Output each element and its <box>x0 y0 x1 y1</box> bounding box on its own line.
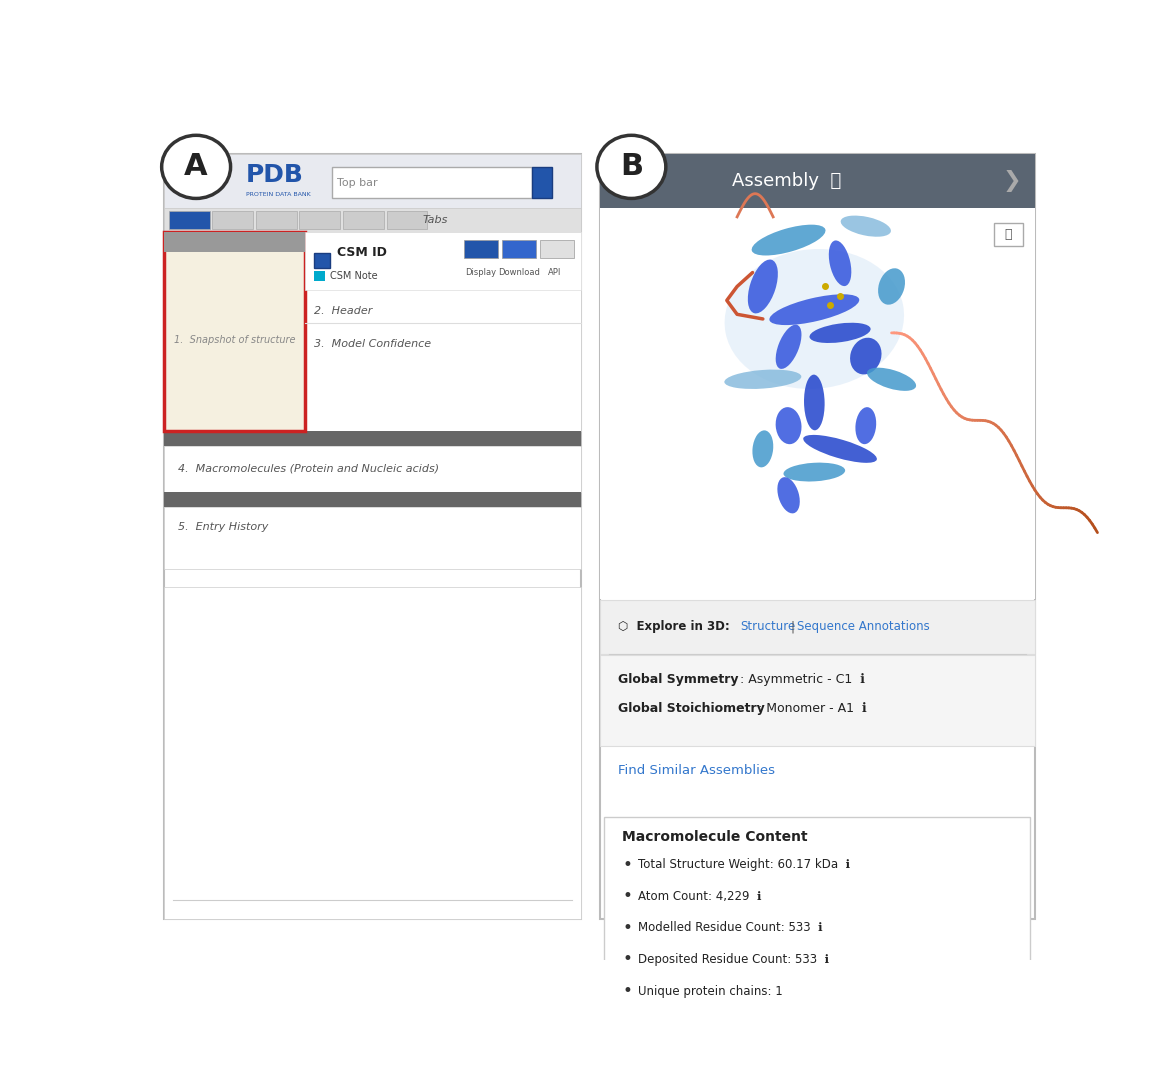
Text: 5.  Entry History: 5. Entry History <box>178 522 268 532</box>
Bar <box>531 167 552 199</box>
Text: Macromolecule Content: Macromolecule Content <box>622 831 808 845</box>
Bar <box>599 154 1034 919</box>
Ellipse shape <box>777 477 800 514</box>
Text: Assembly  ❓: Assembly ❓ <box>732 173 841 190</box>
Bar <box>164 492 581 507</box>
Bar <box>599 208 1034 599</box>
Bar <box>168 210 209 229</box>
Ellipse shape <box>867 368 916 391</box>
Bar <box>314 252 330 268</box>
Bar <box>164 507 581 569</box>
Ellipse shape <box>784 463 845 481</box>
Text: Deposited Residue Count: 533  ℹ: Deposited Residue Count: 533 ℹ <box>638 953 828 966</box>
Text: Atom Count: 4,229  ℹ: Atom Count: 4,229 ℹ <box>638 890 762 903</box>
Text: Global Symmetry: Global Symmetry <box>618 673 738 686</box>
Bar <box>300 210 340 229</box>
Bar <box>305 232 581 432</box>
Bar <box>386 210 427 229</box>
Text: ❯: ❯ <box>1003 170 1021 192</box>
Text: 3.  Model Confidence: 3. Model Confidence <box>314 339 431 349</box>
Text: Modelled Residue Count: 533  ℹ: Modelled Residue Count: 533 ℹ <box>638 921 823 934</box>
Text: PROTEIN DATA BANK: PROTEIN DATA BANK <box>246 192 311 197</box>
Bar <box>314 271 325 282</box>
Text: B: B <box>620 152 644 181</box>
Text: •: • <box>622 951 632 969</box>
Text: |: | <box>790 620 794 633</box>
Text: Tabs: Tabs <box>422 215 448 226</box>
Text: •: • <box>622 887 632 905</box>
Text: Top bar: Top bar <box>337 178 377 188</box>
Text: Unique protein chains: 1: Unique protein chains: 1 <box>638 984 783 998</box>
Bar <box>463 240 498 258</box>
Ellipse shape <box>724 249 904 388</box>
Ellipse shape <box>841 216 890 236</box>
Bar <box>599 154 1034 208</box>
Text: API: API <box>548 268 560 277</box>
Bar <box>332 167 531 199</box>
Ellipse shape <box>804 374 825 431</box>
Bar <box>994 222 1023 246</box>
Text: A: A <box>185 152 208 181</box>
Text: ⬡  Explore in 3D:: ⬡ Explore in 3D: <box>618 620 730 633</box>
Bar <box>539 240 574 258</box>
Text: Total Structure Weight: 60.17 kDa  ℹ: Total Structure Weight: 60.17 kDa ℹ <box>638 858 849 871</box>
Bar <box>164 154 581 208</box>
Bar <box>213 210 253 229</box>
Text: •: • <box>622 856 632 874</box>
Bar <box>256 210 297 229</box>
Text: •: • <box>622 919 632 937</box>
Ellipse shape <box>724 370 801 388</box>
Bar <box>599 655 1034 746</box>
Ellipse shape <box>810 323 870 343</box>
Bar <box>164 232 305 252</box>
Ellipse shape <box>752 431 773 467</box>
Bar <box>164 446 581 492</box>
Text: Global Stoichiometry: Global Stoichiometry <box>618 702 764 715</box>
Ellipse shape <box>748 260 778 313</box>
Bar <box>343 210 384 229</box>
Text: 1.  Snapshot of structure: 1. Snapshot of structure <box>174 334 295 344</box>
Bar <box>604 817 1031 1003</box>
Text: •: • <box>622 982 632 1000</box>
Bar <box>164 587 581 919</box>
Text: 2.  Header: 2. Header <box>314 305 372 315</box>
Ellipse shape <box>776 407 801 445</box>
Text: CSM Note: CSM Note <box>330 271 378 282</box>
Ellipse shape <box>751 224 826 256</box>
Text: : Monomer - A1  ℹ: : Monomer - A1 ℹ <box>758 702 867 715</box>
Circle shape <box>161 135 230 199</box>
Ellipse shape <box>828 241 852 286</box>
Text: : Asymmetric - C1  ℹ: : Asymmetric - C1 ℹ <box>741 673 865 686</box>
Text: CSM ID: CSM ID <box>337 246 386 259</box>
Bar <box>164 208 581 232</box>
Text: Sequence Annotations: Sequence Annotations <box>797 620 930 633</box>
Bar <box>502 240 536 258</box>
Text: PDB: PDB <box>246 163 304 187</box>
Text: ⤢: ⤢ <box>1005 228 1012 241</box>
Bar <box>305 232 581 290</box>
Bar <box>164 232 305 432</box>
Circle shape <box>597 135 666 199</box>
Bar <box>164 154 581 919</box>
Ellipse shape <box>878 269 906 304</box>
Text: 4.  Macromolecules (Protein and Nucleic acids): 4. Macromolecules (Protein and Nucleic a… <box>178 464 439 474</box>
Ellipse shape <box>770 295 859 325</box>
Text: Find Similar Assemblies: Find Similar Assemblies <box>618 764 775 777</box>
Ellipse shape <box>804 435 876 463</box>
Text: Display: Display <box>466 268 496 277</box>
Ellipse shape <box>776 325 801 369</box>
Bar <box>164 432 581 446</box>
Text: Download: Download <box>498 268 539 277</box>
Ellipse shape <box>855 407 876 445</box>
Ellipse shape <box>851 338 881 374</box>
Text: Structure: Structure <box>741 620 796 633</box>
Bar <box>599 600 1034 654</box>
